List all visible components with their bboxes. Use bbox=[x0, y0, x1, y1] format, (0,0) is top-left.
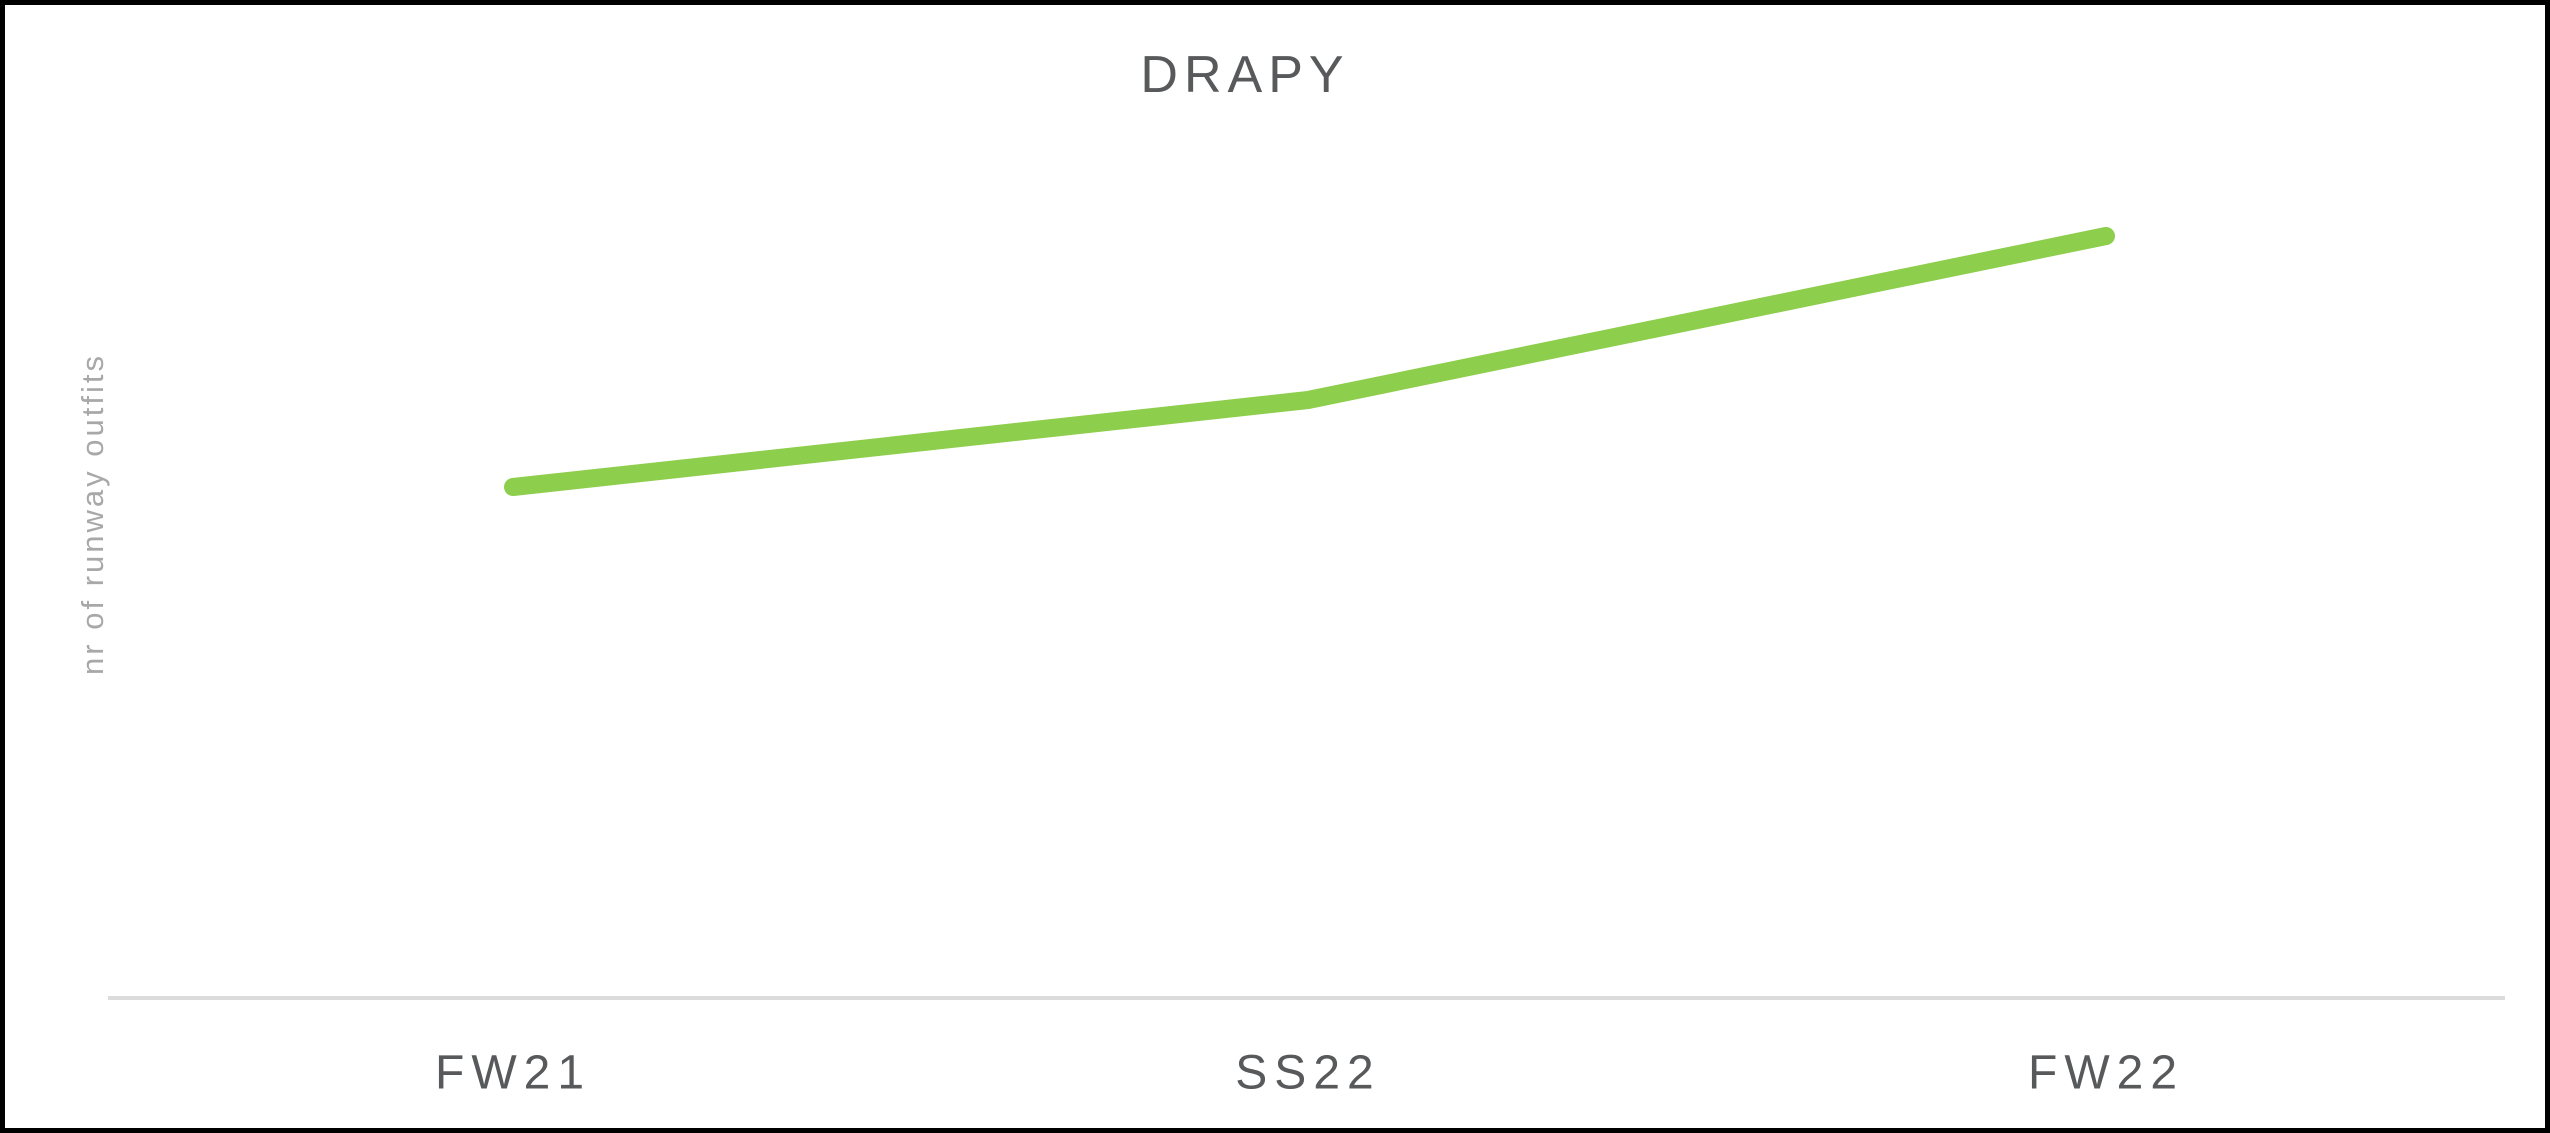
x-axis-tick-label-fw21: FW21 bbox=[434, 1046, 592, 1100]
x-axis-line bbox=[108, 996, 2505, 1000]
line-chart-canvas bbox=[504, 227, 2115, 496]
trend-line bbox=[504, 227, 2115, 496]
x-axis-tick-label-ss22: SS22 bbox=[1235, 1046, 1381, 1100]
chart-title: DRAPY bbox=[1140, 46, 1350, 104]
x-axis-tick-label-fw22: FW22 bbox=[2027, 1046, 2185, 1100]
